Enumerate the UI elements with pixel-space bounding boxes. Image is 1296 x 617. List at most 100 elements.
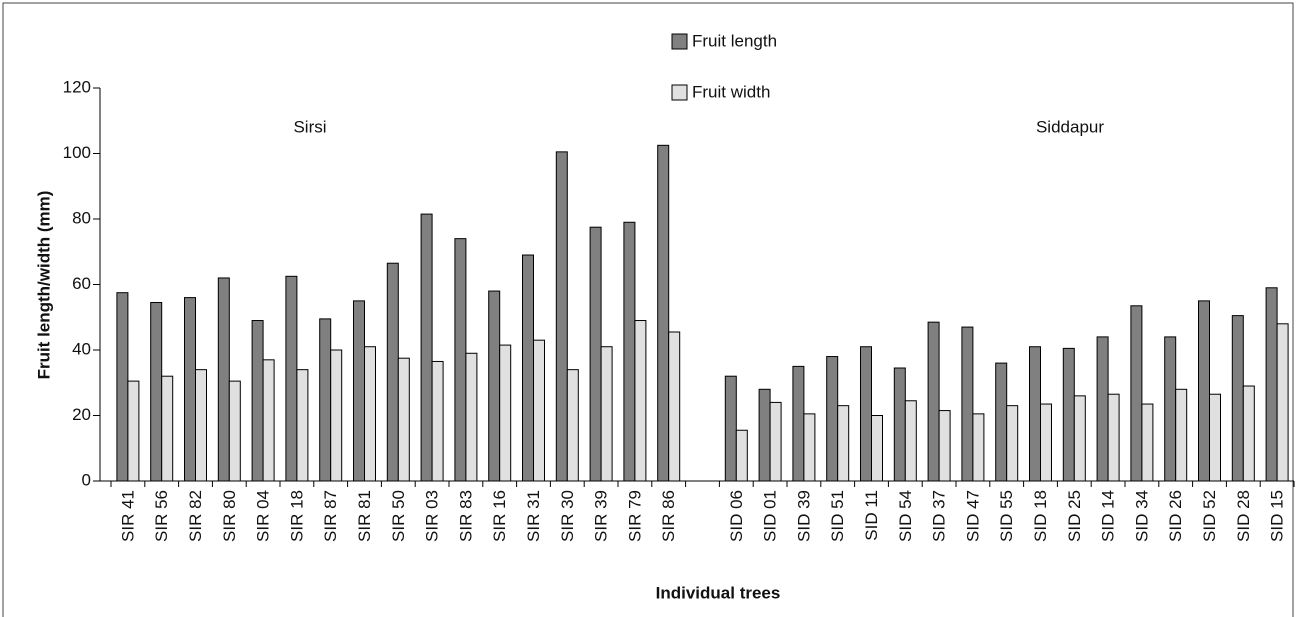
bar — [668, 331, 681, 482]
x-tick-label: SID 18 — [1031, 490, 1050, 542]
bar — [353, 300, 365, 482]
bar — [150, 302, 163, 482]
bar — [1265, 287, 1278, 482]
bar — [1040, 403, 1052, 482]
bar — [724, 375, 737, 482]
bar — [600, 346, 613, 482]
bar — [1198, 300, 1210, 482]
bar — [769, 401, 782, 482]
bar — [860, 346, 872, 482]
x-tick-label: SIR 03 — [423, 490, 442, 542]
bar — [228, 380, 241, 482]
group-label: Siddapur — [1036, 117, 1104, 136]
y-tick-label: 0 — [82, 470, 91, 489]
x-tick-label: SID 37 — [930, 490, 949, 542]
x-tick-label: SIR 16 — [490, 490, 509, 542]
legend-label: Fruit width — [692, 82, 770, 101]
bar — [1175, 388, 1188, 482]
x-tick-label: SID 15 — [1268, 490, 1287, 542]
bar — [1096, 336, 1109, 482]
bar — [893, 367, 906, 482]
bar — [589, 226, 602, 482]
bar — [285, 275, 298, 482]
x-tick-label: SIR 39 — [592, 490, 611, 542]
x-tick-label: SIR 82 — [186, 490, 205, 542]
bar — [1073, 395, 1086, 482]
bar — [1006, 405, 1019, 482]
bar — [623, 221, 636, 482]
bar — [1130, 305, 1143, 482]
x-tick-label: SIR 30 — [558, 490, 577, 542]
bar — [420, 213, 433, 482]
x-tick-label: SID 28 — [1234, 490, 1253, 542]
bar — [127, 380, 140, 482]
bar — [927, 321, 940, 482]
x-tick-label: SIR 86 — [659, 490, 678, 542]
bar — [1209, 393, 1221, 482]
x-tick-label: SIR 56 — [152, 490, 171, 542]
legend-swatch — [671, 33, 688, 50]
bar — [1107, 393, 1120, 482]
group-label: Sirsi — [293, 117, 326, 136]
bar — [488, 290, 501, 482]
bar — [904, 400, 917, 482]
bar — [555, 151, 568, 482]
bar — [116, 292, 129, 482]
bar — [566, 369, 579, 482]
x-tick-label: SID 01 — [761, 490, 780, 542]
bar — [1242, 385, 1255, 482]
x-tick-label: SID 34 — [1132, 490, 1151, 542]
bar — [938, 410, 951, 482]
y-tick-label: 40 — [72, 339, 91, 358]
legend-label: Fruit length — [692, 31, 777, 50]
x-tick-label: SIR 81 — [355, 490, 374, 542]
bar — [217, 277, 230, 482]
y-tick-label: 60 — [72, 274, 91, 293]
bar — [161, 375, 174, 482]
bar — [184, 297, 196, 482]
x-axis-title: Individual trees — [656, 583, 781, 602]
legend-swatch — [671, 84, 688, 101]
y-axis-title: Fruit length/width (mm) — [34, 191, 53, 380]
x-tick-label: SIR 50 — [389, 490, 408, 542]
bar — [195, 369, 207, 482]
bar — [792, 365, 805, 482]
x-tick-label: SID 52 — [1200, 490, 1219, 542]
x-tick-label: SIR 79 — [625, 490, 644, 542]
bar — [837, 405, 850, 482]
bar — [465, 352, 478, 482]
x-tick-label: SID 11 — [862, 490, 881, 541]
bar — [499, 344, 512, 482]
x-tick-label: SID 26 — [1166, 490, 1185, 542]
bar — [364, 346, 376, 482]
bar — [735, 429, 748, 482]
bar — [397, 357, 410, 482]
bar — [961, 326, 974, 482]
bar — [1062, 347, 1075, 482]
bar — [1231, 315, 1244, 482]
x-tick-label: SIR 18 — [287, 490, 306, 542]
bar — [296, 369, 309, 482]
bar — [431, 360, 444, 482]
y-tick-label: 80 — [72, 208, 91, 227]
bar — [634, 320, 647, 482]
x-tick-label: SID 55 — [997, 490, 1016, 542]
bar — [1029, 346, 1041, 482]
bar — [454, 238, 467, 482]
x-tick-label: SID 47 — [963, 490, 982, 542]
bar — [1164, 336, 1177, 482]
bar — [826, 356, 839, 482]
x-tick-label: SID 25 — [1065, 490, 1084, 542]
bar — [995, 362, 1008, 482]
x-tick-label: SIR 41 — [118, 490, 137, 542]
x-tick-label: SIR 80 — [220, 490, 239, 542]
bar — [251, 320, 264, 482]
bar — [1141, 403, 1154, 482]
x-tick-label: SIR 87 — [321, 490, 340, 542]
y-tick-label: 100 — [63, 143, 91, 162]
bar — [871, 415, 883, 482]
bar — [522, 254, 534, 482]
bar — [803, 413, 816, 482]
bar — [1276, 323, 1289, 482]
